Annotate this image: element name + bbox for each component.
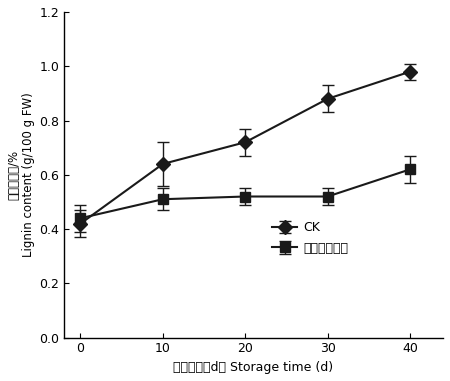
X-axis label: 贯藏时间（d） Storage time (d): 贯藏时间（d） Storage time (d) xyxy=(173,361,333,374)
Y-axis label: 木质素含量/%
Lignin content (g/100 g FW): 木质素含量/% Lignin content (g/100 g FW) xyxy=(7,93,35,257)
Legend: CK, 棚栏技术处理: CK, 棚栏技术处理 xyxy=(267,216,354,260)
